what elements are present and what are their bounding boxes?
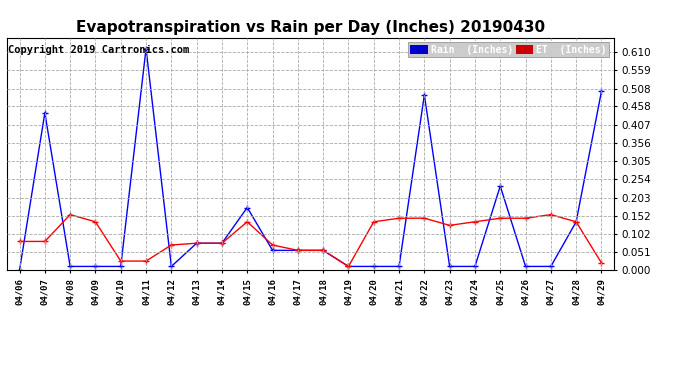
Title: Evapotranspiration vs Rain per Day (Inches) 20190430: Evapotranspiration vs Rain per Day (Inch…: [76, 20, 545, 35]
Legend: Rain  (Inches), ET  (Inches): Rain (Inches), ET (Inches): [408, 42, 609, 57]
Text: Copyright 2019 Cartronics.com: Copyright 2019 Cartronics.com: [8, 45, 189, 54]
